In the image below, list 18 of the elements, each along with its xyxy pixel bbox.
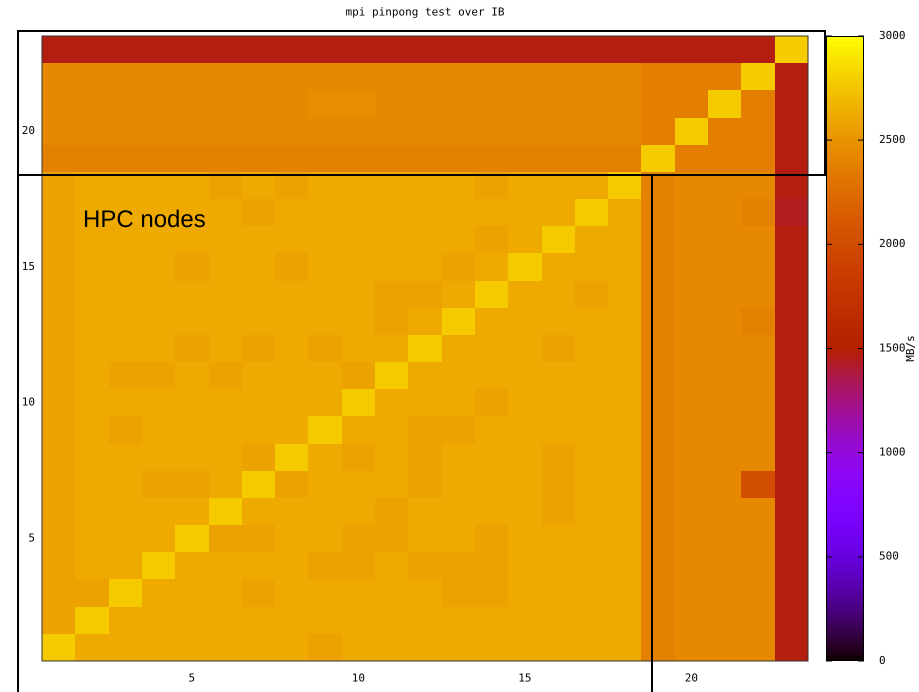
color-bar-label: 3000 [879, 28, 906, 42]
color-bar-title: MB/s [904, 335, 917, 362]
annotation: HPC nodes [83, 206, 206, 233]
y-tick-label: 10 [22, 396, 35, 409]
x-tick-label: 5 [188, 671, 196, 684]
x-tick-label: 15 [518, 671, 532, 684]
color-bar-label: 0 [879, 654, 886, 667]
color-bar-label: 1000 [879, 446, 906, 459]
y-tick-label: 5 [28, 532, 35, 545]
color-bar-label: 500 [879, 550, 899, 563]
color-bar-label: 1500 [879, 341, 906, 354]
x-tick-label: 10 [352, 671, 366, 684]
y-tick-label: 15 [22, 260, 35, 273]
y-tick-label: 20 [22, 124, 35, 137]
color-bar-label: 2500 [879, 133, 906, 146]
x-tick-label: 20 [684, 671, 698, 684]
color-bar-label: 2000 [879, 237, 906, 250]
chart-title: mpi pinpong test over IB [346, 5, 505, 18]
